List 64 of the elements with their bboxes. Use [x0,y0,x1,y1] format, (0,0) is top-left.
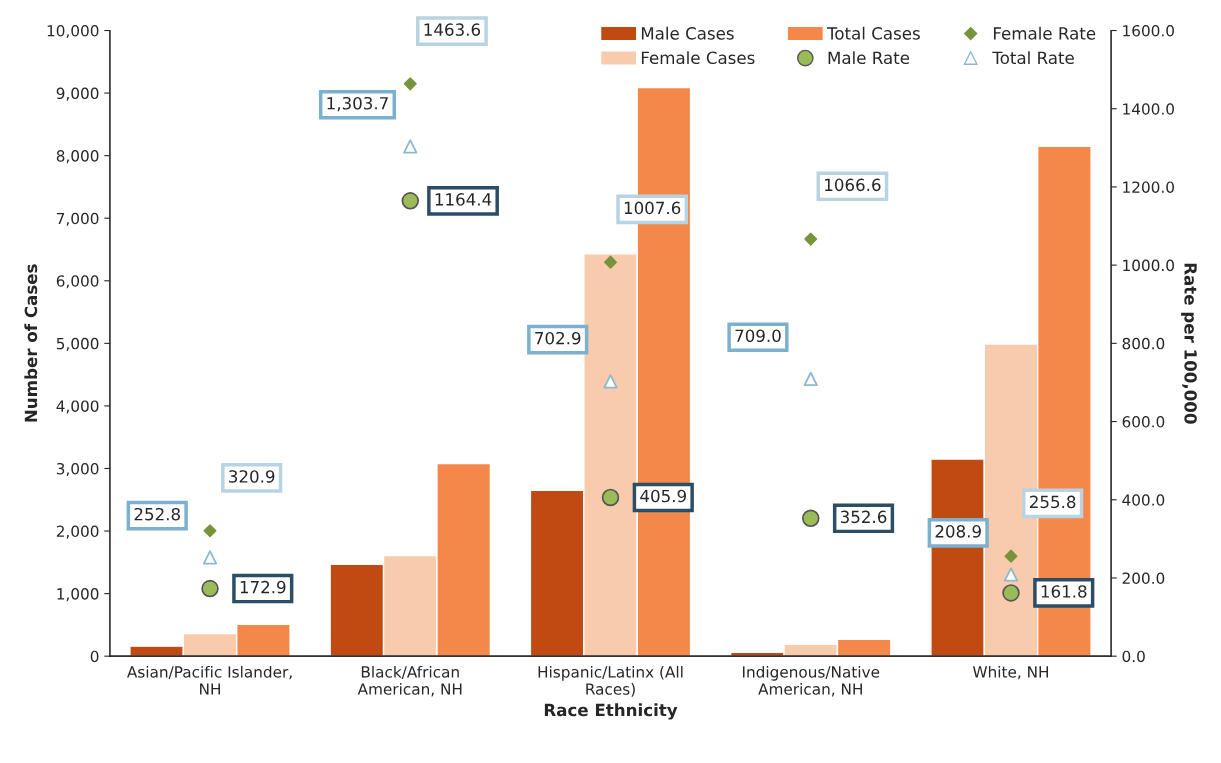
point [203,524,217,538]
y-tick-label: 7,000 [56,212,99,226]
y-tick-label: 9,000 [56,87,99,101]
y-tick-label: 8,000 [56,150,99,164]
y2-tick-label: 0.0 [1122,650,1145,663]
data-label: 255.8 [1030,495,1076,509]
y2-tick-label: 200.0 [1122,572,1165,584]
y-tick-label: 4,000 [56,400,99,414]
y2-tick-label: 1000.0 [1123,259,1174,272]
point [202,550,218,565]
data-label: 172.9 [240,580,286,594]
point [603,255,618,269]
point [401,192,420,210]
point [1002,584,1020,602]
legend-label: Female Cases [641,51,755,65]
y2-tick-label: 400.0 [1122,494,1165,506]
legend-label: Total Rate [992,51,1074,65]
legend-label: Male Rate [828,51,910,65]
y2-tick-label: 1200.0 [1123,181,1174,193]
y2-axis-title: Rate per 100,000 [1181,263,1197,424]
point [803,371,818,387]
y2-tick-label: 1400.0 [1123,103,1174,115]
point [1004,549,1018,563]
x-tick-label: White, NH [972,665,1049,680]
point [804,232,818,246]
point [403,139,418,154]
data-label: 1066.6 [825,178,881,192]
data-label: 320.9 [229,470,275,483]
point [801,509,820,528]
point [403,77,417,91]
data-label: 161.8 [1041,585,1087,598]
y-axis-title: Number of Cases [24,264,38,422]
y-tick-label: 3,000 [56,462,99,477]
data-label: 352.6 [840,510,887,524]
legend-label: Female Rate [993,26,1096,40]
y-tick-label: 6,000 [56,275,99,289]
data-label: 1164.4 [435,193,492,206]
data-label: 702.9 [535,331,581,345]
data-label: 1463.6 [424,23,481,36]
data-label: 252.8 [134,507,180,521]
data-label: 709.0 [735,329,781,343]
point [1003,567,1019,582]
legend-label: Male Cases [641,26,734,40]
y-tick-label: 2,000 [56,525,99,539]
y2-tick-label: 800.0 [1122,337,1165,350]
y-tick-label: 1,000 [57,588,99,602]
x-axis-title: Race Ethnicity [544,703,678,720]
data-label: 208.9 [935,525,981,538]
y2-tick-label: 1600.0 [1123,24,1174,37]
x-tick-label: Black/African American, NH [357,665,462,697]
point [201,579,219,598]
y2-tick-label: 600.0 [1122,416,1165,428]
y-tick-label: 5,000 [56,337,99,351]
point [603,374,618,389]
y-tick-label: 0 [90,650,99,663]
legend-label: Total Cases [826,26,920,40]
y-tick-label: 10,000 [47,24,99,39]
data-label: 405.9 [640,489,686,503]
x-tick-label: Indigenous/Native American, NH [742,665,880,697]
x-tick-label: Hispanic/Latinx (All Races) [538,665,683,697]
data-label: 1,303.7 [327,96,388,112]
x-tick-label: Asian/Pacific Islander, NH [127,665,292,695]
data-label: 1007.6 [624,201,681,215]
point [601,488,620,507]
